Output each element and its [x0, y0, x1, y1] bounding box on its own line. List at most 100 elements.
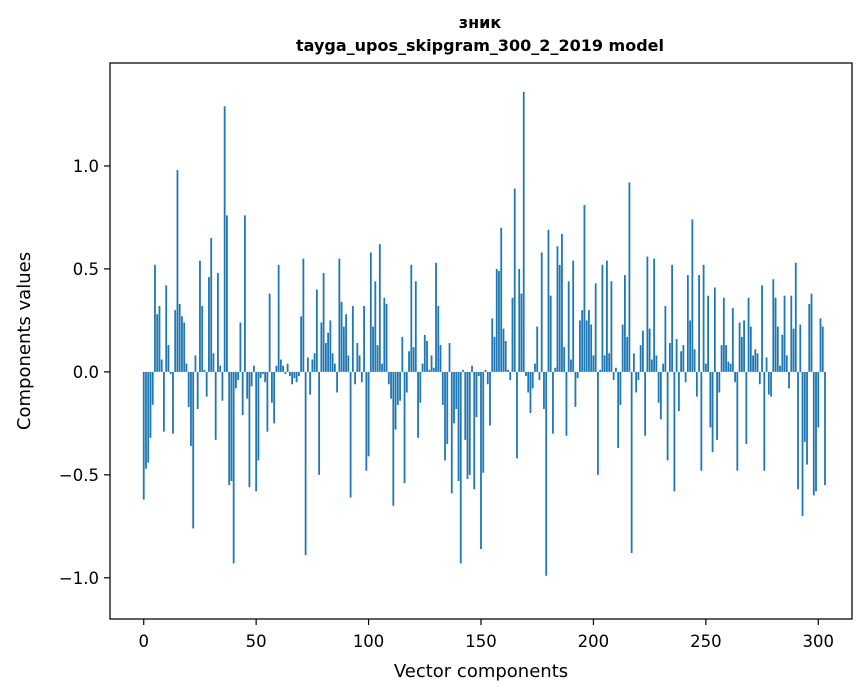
- chart-title: зник: [459, 13, 502, 32]
- x-tick-label: 150: [465, 632, 497, 651]
- bar-214: [624, 275, 626, 372]
- bar-14: [174, 310, 177, 372]
- bar-36: [223, 106, 226, 372]
- bar-126: [426, 341, 428, 372]
- bar-108: [385, 303, 388, 372]
- bar-244: [691, 219, 694, 372]
- bar-140: [457, 371, 460, 482]
- bar-62: [282, 365, 285, 372]
- bar-197: [585, 320, 588, 372]
- bar-186: [561, 233, 563, 372]
- bar-179: [545, 371, 548, 576]
- bar-156: [493, 336, 496, 372]
- bar-15: [176, 170, 179, 372]
- bar-52: [259, 371, 262, 379]
- bar-41: [235, 371, 237, 389]
- bar-22: [192, 371, 195, 529]
- bar-227: [653, 258, 656, 372]
- bar-5: [154, 264, 156, 372]
- bar-239: [680, 351, 683, 372]
- bar-115: [401, 336, 404, 372]
- bar-94: [354, 371, 356, 385]
- bar-32: [214, 371, 217, 440]
- bar-243: [689, 320, 692, 372]
- bar-99: [365, 371, 368, 471]
- bar-248: [700, 371, 703, 471]
- bar-230: [659, 371, 662, 420]
- bar-216: [628, 182, 631, 372]
- bar-195: [581, 310, 584, 372]
- bar-267: [743, 320, 745, 372]
- bar-247: [698, 275, 700, 372]
- bar-183: [554, 367, 557, 372]
- bar-132: [439, 345, 442, 372]
- bar-281: [774, 297, 777, 372]
- bar-44: [241, 371, 244, 416]
- bar-85: [333, 363, 336, 372]
- bar-102: [372, 326, 374, 372]
- bar-218: [633, 353, 635, 372]
- bar-185: [558, 264, 561, 372]
- bar-63: [284, 371, 287, 374]
- bar-136: [448, 343, 451, 372]
- y-axis-label: Components values: [14, 252, 35, 430]
- bar-37: [226, 215, 228, 372]
- bar-122: [417, 371, 419, 438]
- bar-285: [783, 295, 786, 372]
- bar-51: [257, 371, 260, 461]
- bar-153: [486, 371, 489, 385]
- x-tick-label: 300: [803, 632, 835, 651]
- bar-26: [201, 305, 204, 372]
- bar-302: [821, 326, 824, 372]
- bar-13: [172, 371, 174, 434]
- bar-19: [185, 363, 188, 372]
- bar-127: [428, 369, 431, 372]
- bar-9: [163, 371, 165, 432]
- bar-147: [473, 371, 476, 490]
- bar-78: [318, 371, 321, 475]
- bar-268: [745, 371, 748, 444]
- bar-151: [482, 371, 485, 473]
- bar-23: [194, 355, 197, 372]
- bar-11: [167, 345, 170, 372]
- bar-176: [538, 371, 541, 381]
- bar-202: [597, 371, 599, 475]
- bar-220: [637, 371, 640, 381]
- bar-166: [516, 371, 518, 459]
- bar-74: [309, 371, 312, 395]
- bar-171: [527, 371, 530, 393]
- bar-259: [725, 345, 727, 372]
- bar-286: [785, 355, 788, 372]
- bar-199: [590, 324, 593, 372]
- bar-167: [518, 268, 521, 372]
- bar-190: [570, 359, 572, 372]
- bar-269: [747, 297, 750, 372]
- bar-277: [765, 357, 768, 372]
- bar-144: [466, 371, 469, 479]
- bar-194: [579, 320, 581, 372]
- bar-24: [196, 371, 199, 409]
- bar-117: [405, 371, 408, 393]
- bar-54: [264, 371, 267, 383]
- bar-294: [803, 371, 806, 442]
- bar-47: [248, 371, 251, 488]
- bar-236: [673, 371, 676, 492]
- bar-260: [727, 361, 730, 372]
- bars-group: [142, 91, 826, 576]
- bar-125: [423, 334, 426, 372]
- bar-88: [340, 301, 343, 372]
- bar-152: [484, 369, 487, 372]
- bar-17: [181, 316, 183, 372]
- bar-181: [549, 295, 552, 372]
- bar-297: [810, 293, 813, 372]
- bar-249: [702, 264, 705, 372]
- bar-237: [675, 338, 678, 372]
- bar-193: [576, 371, 579, 379]
- bar-257: [720, 345, 723, 372]
- bar-39: [230, 371, 233, 482]
- bar-200: [592, 355, 595, 372]
- bar-280: [772, 279, 775, 372]
- bar-288: [790, 295, 793, 372]
- bar-296: [808, 303, 811, 372]
- bar-87: [338, 258, 341, 372]
